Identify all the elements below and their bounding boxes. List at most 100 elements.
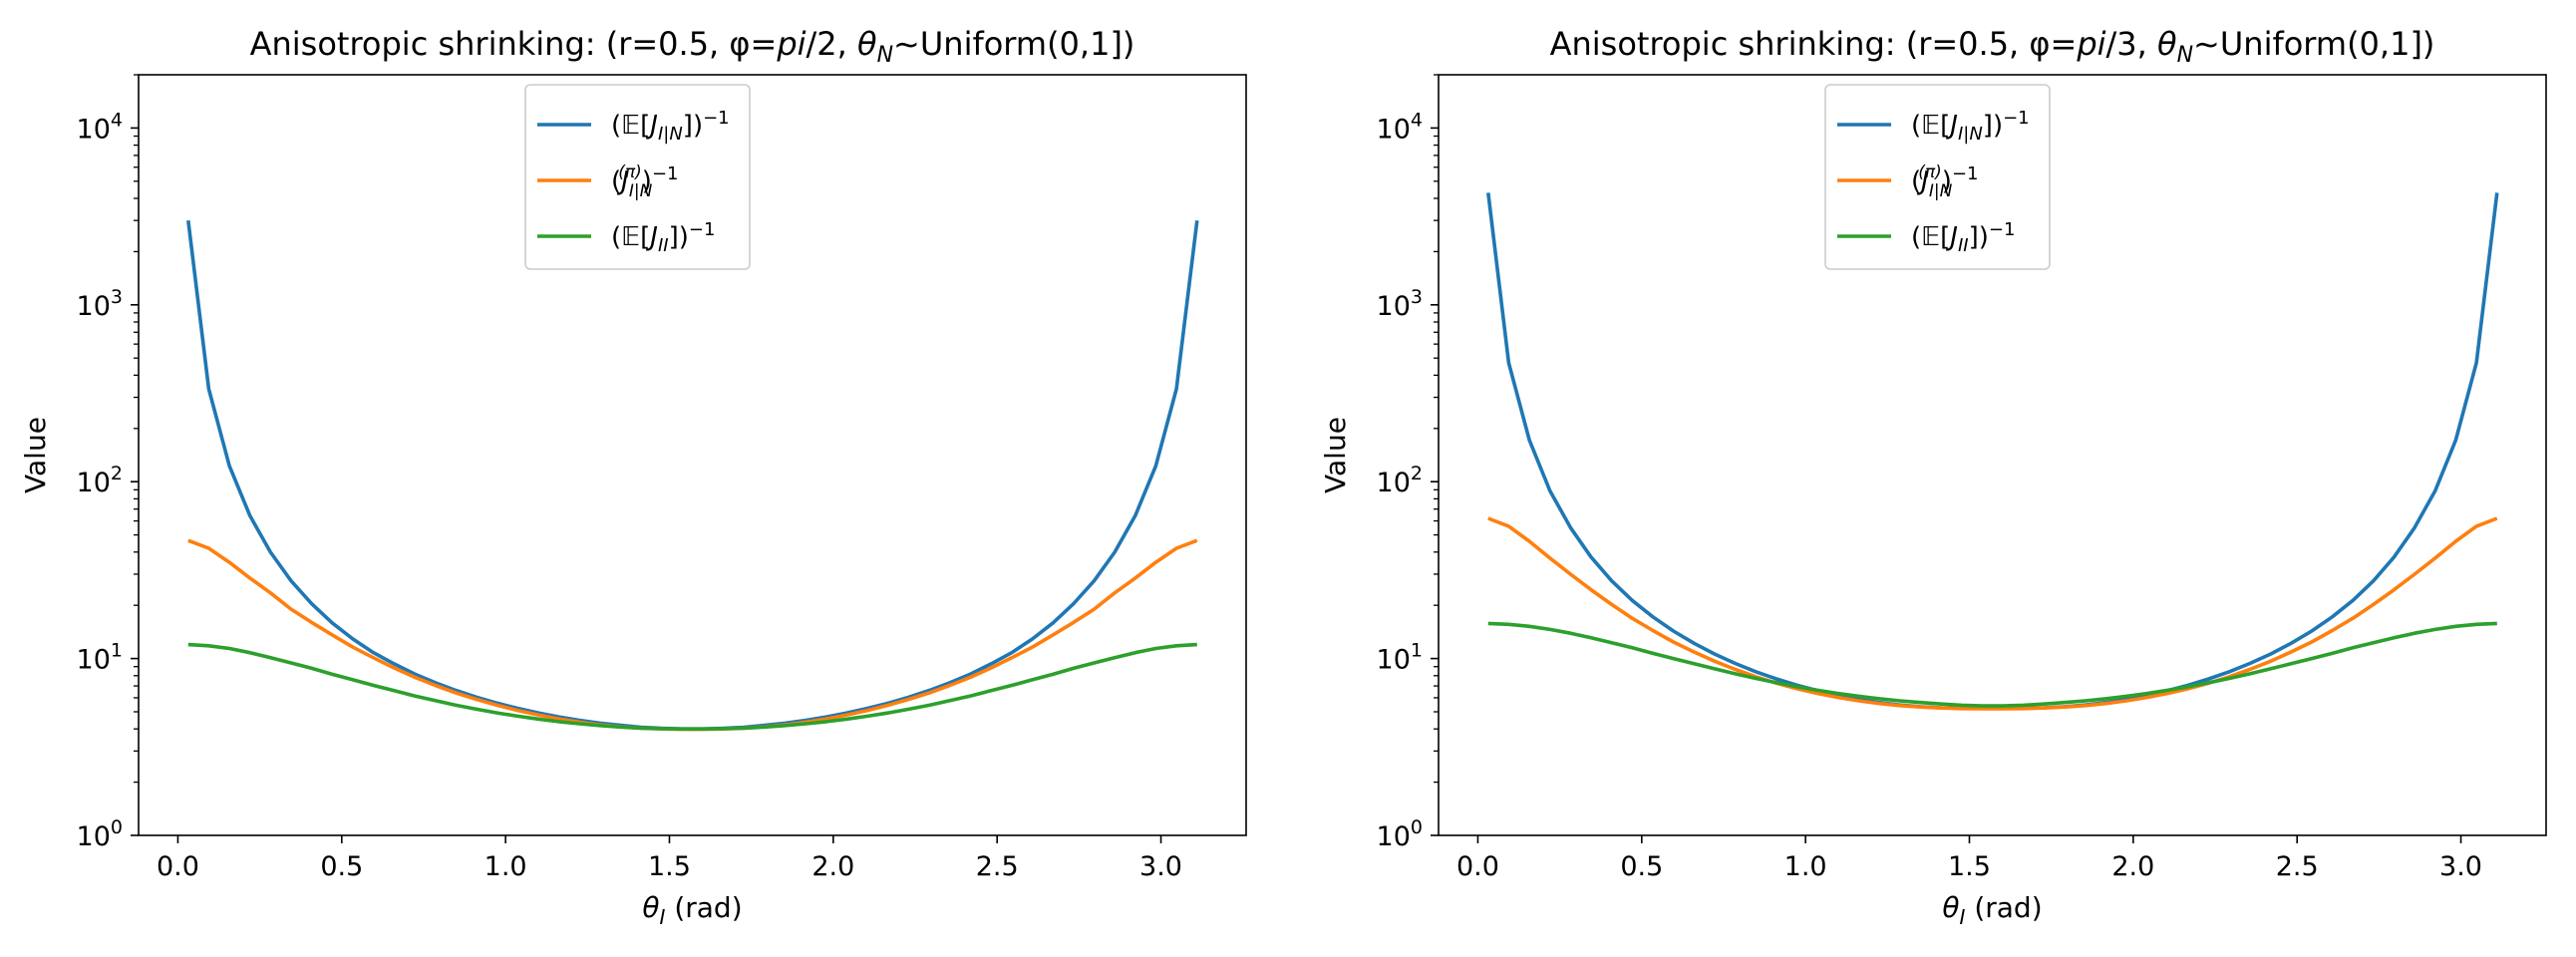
title-text: /2, <box>806 25 857 63</box>
x-tick-label: 2.0 <box>811 851 854 882</box>
series-line-3 <box>187 642 1197 732</box>
x-tick-label: 1.0 <box>484 851 527 882</box>
y-tick-exponent: 2 <box>111 463 123 484</box>
y-tick-base: 10 <box>77 291 111 322</box>
y-tick-base: 10 <box>1377 468 1411 498</box>
y-tick-base: 10 <box>77 645 111 676</box>
y-tick-label: 103 <box>1377 286 1423 322</box>
series-line-2 <box>1487 516 2498 711</box>
y-tick-base: 10 <box>1377 821 1411 852</box>
legend-paren: ( <box>611 222 621 252</box>
title-theta: θ <box>2157 25 2177 63</box>
x-axis-label: θI (rad) <box>1942 891 2042 929</box>
x-tick-label: 0.0 <box>1456 851 1499 882</box>
legend-sub: I|N <box>1958 124 1983 145</box>
legend-bracket: [ <box>1940 222 1950 252</box>
legend-paren: ( <box>1911 111 1921 141</box>
legend-label: (JI|N(π))−1 <box>611 162 679 201</box>
x-tick-label: 0.0 <box>157 851 199 882</box>
y-tick-base: 10 <box>1377 645 1411 676</box>
x-label-sub: I <box>660 905 666 929</box>
legend-expectation: 𝔼 <box>621 222 640 252</box>
legend-sup: −1 <box>2003 108 2030 129</box>
y-tick-label: 101 <box>77 640 123 676</box>
y-axis-label: Value <box>19 417 52 493</box>
legend-item-3: (𝔼[JII])−1 <box>1837 219 2015 256</box>
title-phi: pi <box>2076 25 2105 63</box>
y-tick-base: 10 <box>1377 114 1411 145</box>
legend-bracket: [ <box>640 222 650 252</box>
axes-frame <box>138 74 1247 836</box>
legend-sub: I|N <box>629 181 653 201</box>
series-line-3 <box>1487 621 2497 708</box>
legend-sub: II <box>658 235 669 256</box>
legend: (𝔼[JI|N])−1(JI|N(π))−1(𝔼[JII])−1 <box>524 84 751 270</box>
x-tick-label: 2.5 <box>2276 851 2319 882</box>
legend-sub: I|N <box>658 124 683 145</box>
x-tick-label: 3.0 <box>1139 851 1182 882</box>
y-tick-exponent: 1 <box>111 640 123 662</box>
title-theta: θ <box>857 25 877 63</box>
title-text: Anisotropic shrinking: (r=0.5, φ= <box>250 25 778 63</box>
y-tick-label: 104 <box>77 109 123 145</box>
y-axis-label: Value <box>1319 417 1352 493</box>
legend-item-1: (𝔼[JI|N])−1 <box>1837 108 2030 145</box>
legend-paren: ( <box>611 166 621 196</box>
x-axis-label: θI (rad) <box>642 891 742 929</box>
legend-sub: II <box>1958 235 1969 256</box>
x-tick-label: 1.0 <box>1784 851 1827 882</box>
y-tick-base: 10 <box>1377 291 1411 322</box>
chart-title: Anisotropic shrinking: (r=0.5, φ=pi/3, θ… <box>1550 25 2435 68</box>
legend-label: (𝔼[JI|N])−1 <box>1911 108 2030 145</box>
y-tick-exponent: 2 <box>1411 463 1423 484</box>
y-tick-exponent: 4 <box>111 109 123 131</box>
legend-frame <box>524 84 751 270</box>
legend-paren: ( <box>1911 166 1921 196</box>
legend-sup: −1 <box>1952 163 1979 184</box>
y-tick-exponent: 3 <box>1411 286 1423 308</box>
chart-panel-2: 0.0 0.5 1.0 1.5 2.0 2.5 3.0100101102103104Anis… <box>1319 25 2547 929</box>
series-line-1 <box>186 219 1199 732</box>
legend-sup: −1 <box>689 219 716 240</box>
legend-sup: −1 <box>652 163 679 184</box>
x-tick-label: 3.0 <box>2439 851 2482 882</box>
x-tick-label: 0.5 <box>1620 851 1663 882</box>
legend-sup: −1 <box>1989 219 2016 240</box>
y-tick-exponent: 4 <box>1411 109 1423 131</box>
title-theta-sub: N <box>2177 43 2193 68</box>
legend-bracket: ]) <box>669 222 689 252</box>
legend-label: (𝔼[JII])−1 <box>611 219 715 256</box>
x-tick-label: 2.5 <box>976 851 1019 882</box>
series-line-1 <box>1486 192 2499 711</box>
legend-label: (𝔼[JII])−1 <box>1911 219 2015 256</box>
legend-pi-sup: (π) <box>618 162 642 182</box>
y-tick-exponent: 0 <box>1411 816 1423 838</box>
y-tick-base: 10 <box>77 114 111 145</box>
y-tick-label: 101 <box>1377 640 1423 676</box>
legend-paren: ) <box>1942 166 1952 196</box>
axes-frame <box>1438 74 2547 836</box>
title-text: ~Uniform(0,1]) <box>893 25 1134 63</box>
x-tick-label: 0.5 <box>320 851 363 882</box>
legend-bracket: [ <box>1940 111 1950 141</box>
y-tick-base: 10 <box>77 468 111 498</box>
legend-paren: ) <box>642 166 652 196</box>
legend-item-3: (𝔼[JII])−1 <box>537 219 715 256</box>
legend-item-1: (𝔼[JI|N])−1 <box>537 108 730 145</box>
y-tick-label: 102 <box>77 463 123 498</box>
legend-item-2: (JI|N(π))−1 <box>537 162 679 201</box>
title-theta-sub: N <box>877 43 893 68</box>
legend-expectation: 𝔼 <box>1921 111 1940 141</box>
y-tick-exponent: 0 <box>111 816 123 838</box>
x-tick-label: 2.0 <box>2111 851 2154 882</box>
title-text: ~Uniform(0,1]) <box>2193 25 2434 63</box>
y-tick-label: 102 <box>1377 463 1423 498</box>
chart-title: Anisotropic shrinking: (r=0.5, φ=pi/2, θ… <box>250 25 1135 68</box>
title-text: /3, <box>2106 25 2157 63</box>
x-label-theta: θ <box>1942 891 1959 924</box>
legend-item-2: (JI|N(π))−1 <box>1837 162 1979 201</box>
legend-paren: ( <box>1911 222 1921 252</box>
y-tick-exponent: 3 <box>111 286 123 308</box>
chart-panel-1: 0.0 0.5 1.0 1.5 2.0 2.5 3.0100101102103104Anis… <box>19 25 1247 929</box>
